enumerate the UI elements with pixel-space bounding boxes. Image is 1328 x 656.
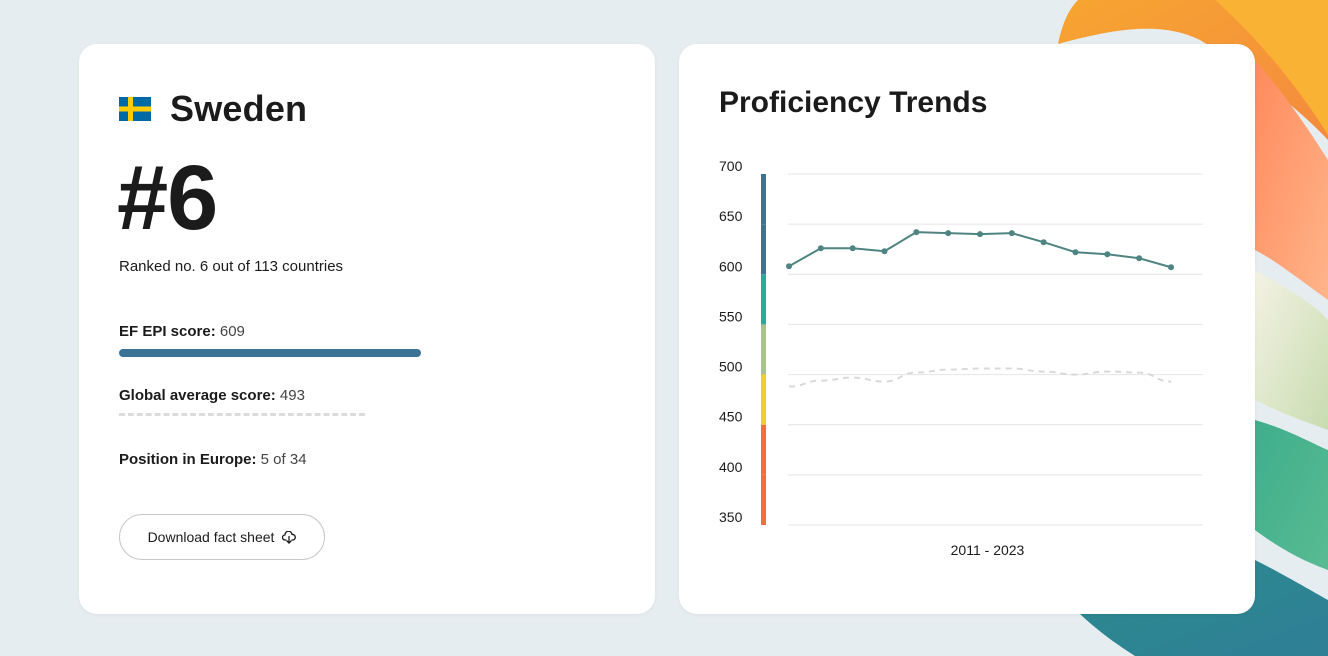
data-point [881, 248, 888, 255]
sweden-flag-icon [119, 97, 151, 121]
data-point [1008, 230, 1015, 237]
score-label: EF EPI score: [119, 323, 216, 340]
data-point [1104, 251, 1111, 258]
rank-number: #6 [117, 147, 218, 249]
data-point [1168, 264, 1174, 271]
y-tick-label: 700 [719, 158, 743, 174]
y-axis-color-band [761, 424, 766, 475]
europe-position-label: Position in Europe: [119, 451, 257, 468]
rank-description: Ranked no. 6 out of 113 countries [119, 258, 344, 275]
global-average-stat: Global average score: 493 [119, 387, 305, 404]
y-axis-color-band [761, 324, 766, 375]
data-point [817, 245, 824, 252]
y-tick-label: 600 [719, 258, 743, 274]
y-axis-color-band [761, 274, 766, 325]
y-tick-label: 350 [719, 509, 743, 525]
data-point [1136, 255, 1143, 262]
country-header: Sweden [119, 88, 307, 130]
x-axis-label: 2011 - 2023 [951, 542, 1025, 558]
sweden-series-line [788, 231, 1172, 269]
global-average-label: Global average score: [119, 387, 276, 404]
y-axis-color-band [761, 474, 766, 525]
score-bar [119, 349, 421, 357]
y-tick-label: 650 [719, 208, 743, 224]
proficiency-trends-card: Proficiency Trends 700 650 600 550 500 450 400… [679, 44, 1255, 614]
data-point [1072, 249, 1079, 256]
trends-title: Proficiency Trends [719, 86, 988, 119]
proficiency-trend-chart: 700 650 600 550 500 450 400 350 2011 - 2023 [719, 158, 1203, 558]
data-point [1040, 239, 1047, 246]
y-tick-label: 400 [719, 459, 743, 475]
country-name: Sweden [170, 88, 308, 129]
global-average-series-line [788, 367, 1172, 388]
europe-position-value: 5 of 34 [260, 451, 307, 468]
cloud-download-icon [282, 530, 297, 544]
y-axis-color-band [761, 224, 766, 275]
download-fact-sheet-button[interactable]: Download fact sheet [119, 514, 325, 560]
data-point [849, 245, 856, 252]
global-average-value: 493 [279, 387, 305, 404]
y-tick-label: 550 [719, 308, 743, 324]
score-stat: EF EPI score: 609 [119, 323, 245, 340]
y-axis-color-band [761, 174, 766, 225]
data-point [945, 230, 952, 237]
download-label: Download fact sheet [147, 529, 275, 545]
country-summary-card: Sweden #6 Ranked no. 6 out of 113 countr… [79, 44, 655, 614]
data-point [977, 231, 983, 238]
y-axis-color-band [761, 374, 766, 425]
europe-position-stat: Position in Europe: 5 of 34 [119, 451, 307, 468]
data-point [913, 229, 920, 236]
data-point [786, 263, 792, 270]
y-tick-label: 450 [719, 409, 743, 425]
score-value: 609 [219, 323, 245, 340]
y-tick-label: 500 [719, 359, 743, 375]
global-average-bar [119, 413, 365, 416]
